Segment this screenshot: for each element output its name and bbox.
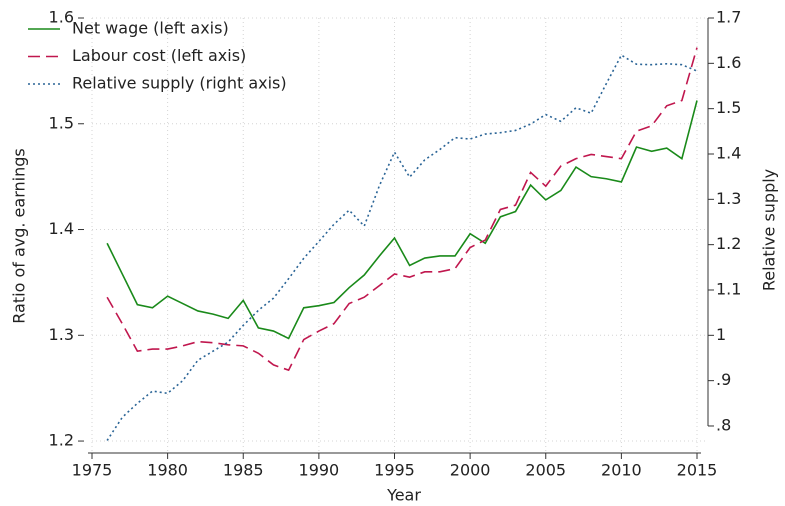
y2-tick-label: 1.5 <box>716 98 741 117</box>
y2-tick-label: 1 <box>716 325 726 344</box>
legend-label: Relative supply (right axis) <box>72 74 287 93</box>
legend-label: Net wage (left axis) <box>72 19 229 38</box>
series-line <box>106 54 698 441</box>
x-tick-label: 2010 <box>601 461 642 480</box>
x-tick-label: 1985 <box>223 461 264 480</box>
y2-tick-label: 1.4 <box>716 143 741 162</box>
y2-tick-label: 1.6 <box>716 53 741 72</box>
y-tick-label: 1.6 <box>49 8 74 27</box>
series-line <box>106 100 698 340</box>
series-line <box>106 47 698 372</box>
y2-tick-label: .9 <box>716 370 731 389</box>
y-tick-label: 1.5 <box>49 113 74 132</box>
x-tick-label: 2000 <box>450 461 491 480</box>
y2-tick-label: 1.1 <box>716 279 741 298</box>
y-tick-label: 1.3 <box>49 325 74 344</box>
y2-tick-label: 1.2 <box>716 234 741 253</box>
y-axis-label: Ratio of avg. earnings <box>10 148 29 323</box>
legend-label: Labour cost (left axis) <box>72 46 246 65</box>
x-tick-label: 2005 <box>525 461 566 480</box>
x-axis-label: Year <box>386 486 421 505</box>
x-tick-label: 1990 <box>299 461 340 480</box>
y2-tick-label: 1.7 <box>716 8 741 27</box>
y2-axis-label: Relative supply <box>760 169 779 291</box>
y-tick-label: 1.4 <box>49 219 74 238</box>
x-tick-label: 1995 <box>374 461 415 480</box>
x-tick-label: 1980 <box>147 461 188 480</box>
y2-tick-label: 1.3 <box>716 189 741 208</box>
x-tick-label: 2015 <box>677 461 718 480</box>
y2-tick-label: .8 <box>716 415 731 434</box>
x-tick-label: 1975 <box>72 461 113 480</box>
y-tick-label: 1.2 <box>49 431 74 450</box>
